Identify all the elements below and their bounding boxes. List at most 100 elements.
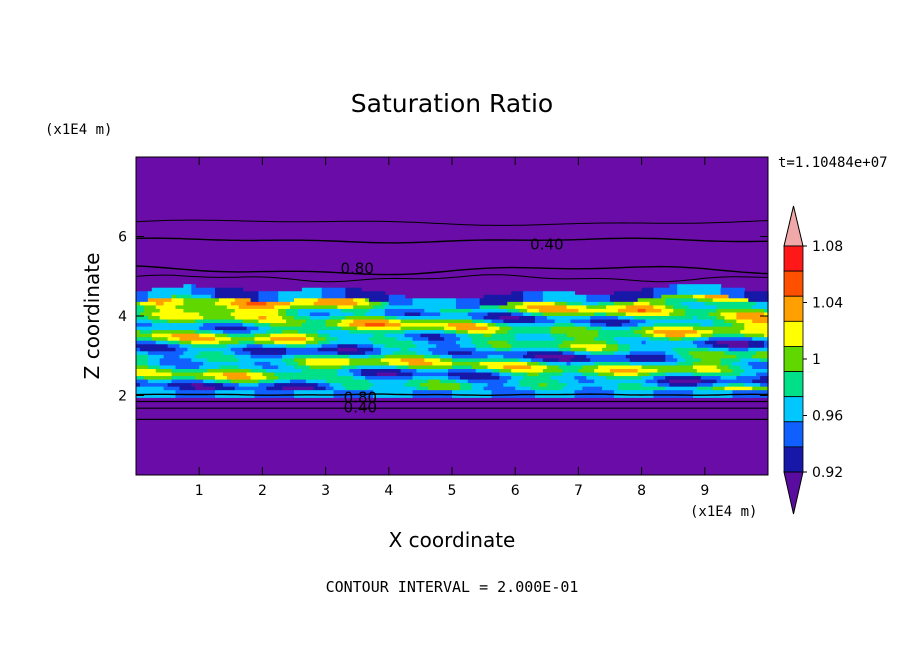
field-cell — [515, 361, 520, 367]
field-cell — [183, 351, 188, 356]
field-cell — [175, 305, 181, 310]
field-cell — [452, 316, 457, 321]
field-cell — [365, 379, 370, 384]
field-cell — [282, 301, 287, 306]
field-cell — [527, 330, 532, 335]
field-cell — [258, 351, 263, 356]
field-cell — [590, 312, 595, 317]
field-cell — [400, 379, 406, 384]
field-cell — [590, 340, 595, 345]
field-cell — [598, 333, 603, 338]
field-cell — [736, 390, 741, 395]
field-cell — [167, 298, 173, 303]
field-cell — [527, 376, 532, 381]
field-cell — [349, 333, 354, 338]
field-cell — [538, 376, 544, 381]
field-cell — [645, 383, 651, 388]
field-cell — [531, 390, 536, 395]
field-cell — [136, 298, 141, 303]
field-cell — [542, 386, 548, 391]
field-cell — [325, 330, 331, 335]
field-cell — [661, 386, 666, 391]
field-cell — [495, 347, 500, 352]
field-cell — [578, 344, 583, 349]
field-cell — [321, 333, 327, 338]
field-cell — [689, 354, 694, 359]
field-cell — [515, 351, 520, 356]
field-cell — [207, 351, 212, 356]
field-cell — [207, 383, 212, 388]
field-cell — [333, 319, 339, 324]
field-cell — [511, 291, 516, 296]
field-cell — [321, 340, 327, 345]
field-cell — [613, 351, 619, 356]
field-cell — [305, 372, 311, 377]
field-cell — [677, 372, 682, 377]
field-cell — [211, 298, 216, 303]
field-cell — [317, 301, 323, 306]
field-cell — [756, 319, 761, 324]
field-cell — [645, 337, 651, 342]
field-cell — [199, 330, 204, 335]
field-cell — [392, 358, 398, 363]
field-cell — [760, 340, 765, 345]
field-cell — [511, 326, 516, 331]
field-cell — [294, 326, 299, 331]
field-cell — [538, 330, 544, 335]
field-cell — [523, 383, 528, 388]
field-cell — [266, 351, 271, 356]
field-cell — [250, 376, 256, 381]
field-cell — [234, 365, 240, 370]
field-cell — [301, 337, 307, 342]
field-cell — [542, 369, 548, 374]
field-cell — [428, 326, 433, 331]
field-cell — [681, 386, 686, 391]
field-cell — [155, 319, 161, 324]
field-cell — [155, 354, 161, 359]
field-cell — [325, 372, 331, 377]
field-cell — [756, 361, 761, 367]
field-cell — [542, 379, 548, 384]
field-cell — [728, 358, 734, 363]
field-cell — [143, 358, 149, 363]
field-cell — [467, 376, 473, 381]
field-cell — [483, 323, 489, 328]
field-cell — [369, 347, 374, 352]
field-cell — [238, 291, 244, 296]
colorbar-segment — [783, 371, 804, 398]
field-cell — [704, 308, 710, 314]
field-cell — [282, 337, 287, 342]
field-cell — [143, 361, 149, 367]
field-cell — [696, 298, 702, 303]
field-cell — [187, 316, 192, 321]
field-cell — [641, 351, 647, 356]
field-cell — [566, 305, 572, 310]
field-cell — [294, 298, 299, 303]
field-cell — [562, 323, 568, 328]
field-cell — [764, 372, 769, 377]
field-cell — [586, 301, 591, 306]
field-cell — [736, 319, 741, 324]
field-cell — [305, 330, 311, 335]
contour-line — [135, 274, 769, 283]
field-cell — [262, 386, 267, 391]
field-cell — [143, 308, 149, 314]
field-cell — [262, 379, 267, 384]
field-cell — [136, 354, 141, 359]
field-cell — [234, 393, 240, 398]
field-cell — [282, 379, 287, 384]
field-cell — [669, 369, 674, 374]
field-cell — [617, 365, 623, 370]
field-cell — [207, 393, 212, 398]
field-cell — [586, 386, 591, 391]
field-cell — [139, 383, 145, 388]
field-cell — [467, 347, 473, 352]
field-cell — [199, 308, 204, 314]
field-cell — [195, 376, 200, 381]
field-cell — [155, 333, 161, 338]
field-cell — [183, 354, 188, 359]
field-cell — [467, 326, 473, 331]
field-cell — [286, 291, 291, 296]
field-cell — [752, 294, 757, 299]
field-cell — [578, 305, 583, 310]
